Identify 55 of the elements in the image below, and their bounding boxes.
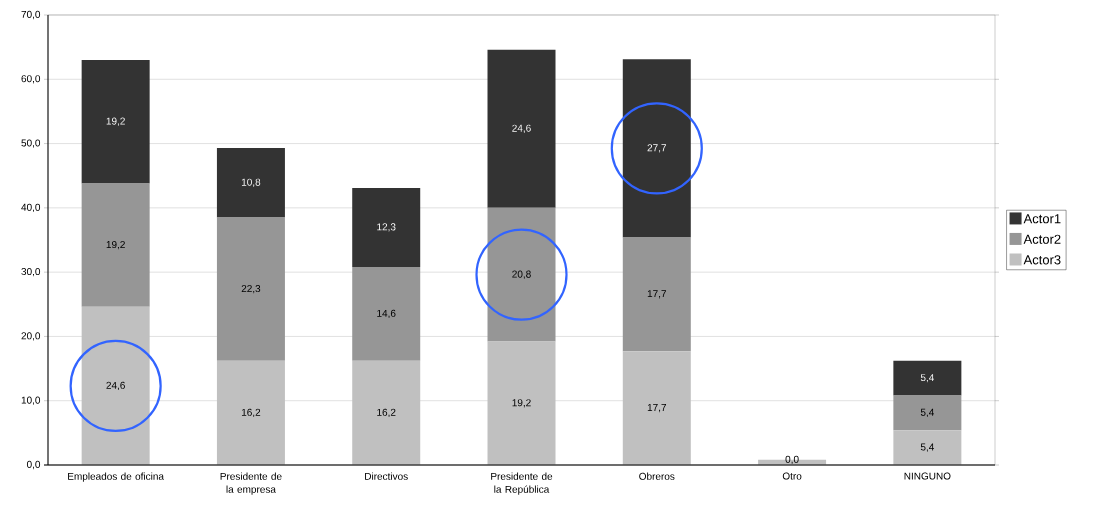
- legend-label: Actor2: [1023, 234, 1061, 244]
- bar: [352, 187, 421, 267]
- data-label: 16,2: [377, 408, 396, 418]
- x-tick-label: Obreros: [639, 472, 675, 480]
- bar: [487, 341, 556, 465]
- x-tick-label: Directivos: [365, 472, 408, 480]
- x-tick-label: Otro: [782, 472, 802, 480]
- data-label: 10,8: [241, 178, 261, 187]
- y-tick-label: 20,0: [21, 332, 41, 341]
- bar: [487, 49, 556, 208]
- data-label: 14,6: [377, 309, 396, 319]
- bar: [216, 360, 285, 465]
- bar: [81, 306, 150, 465]
- data-label: 19,2: [106, 241, 125, 250]
- legend-label: Actor3: [1023, 255, 1061, 265]
- data-label: 5,4: [920, 408, 935, 418]
- data-label: 17,7: [647, 290, 667, 299]
- data-label: 0,0: [785, 455, 799, 464]
- data-label: 5,4: [920, 374, 935, 383]
- bar: [352, 360, 421, 465]
- x-tick-label: NINGUNO: [904, 472, 951, 480]
- data-label: 17,7: [647, 404, 667, 413]
- y-tick-label: 70,0: [21, 10, 41, 20]
- bar: [352, 267, 421, 361]
- bar: [622, 351, 691, 465]
- bar: [622, 237, 691, 352]
- data-label: 19,2: [512, 399, 531, 408]
- data-label: 27,7: [647, 144, 667, 153]
- y-tick-label: 0,0: [26, 460, 41, 470]
- legend-label: Actor1: [1023, 214, 1061, 224]
- data-label: 22,3: [241, 285, 261, 294]
- bar: [216, 148, 285, 218]
- bar: [622, 59, 691, 238]
- data-label: 24,6: [512, 124, 531, 133]
- bar: [893, 430, 962, 465]
- bar: [81, 183, 150, 307]
- bar: [216, 217, 285, 361]
- x-tick-label: Presidente de la República: [491, 472, 553, 495]
- bar: [893, 360, 962, 396]
- y-tick-label: 40,0: [21, 203, 41, 212]
- y-tick-label: 50,0: [21, 139, 41, 148]
- data-label: 5,4: [920, 443, 935, 452]
- bar: [81, 60, 150, 184]
- y-tick-label: 10,0: [21, 396, 41, 405]
- x-tick-label: Empleados de oficina: [68, 472, 164, 482]
- data-label: 19,2: [106, 117, 125, 126]
- data-label: 20,8: [512, 270, 531, 279]
- data-label: 12,3: [377, 223, 396, 232]
- x-tick-label: Presidente de la empresa: [220, 472, 282, 495]
- bar: [487, 207, 556, 342]
- y-tick-label: 30,0: [21, 268, 41, 277]
- data-label: 16,2: [241, 408, 261, 418]
- bar: [893, 395, 962, 431]
- y-tick-label: 60,0: [21, 75, 41, 84]
- data-label: 24,6: [106, 381, 125, 391]
